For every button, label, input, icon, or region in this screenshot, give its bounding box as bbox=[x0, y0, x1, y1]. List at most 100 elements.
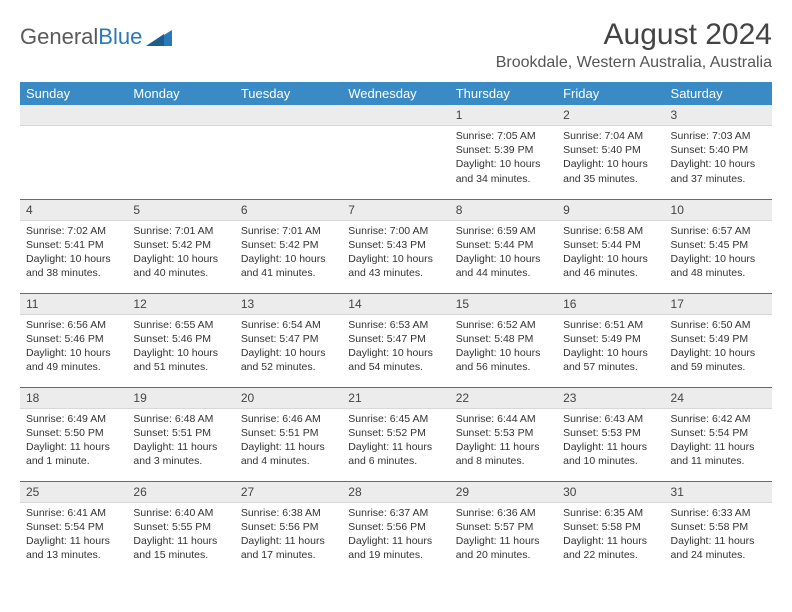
day-number: 17 bbox=[665, 294, 772, 315]
day-details: Sunrise: 6:36 AMSunset: 5:57 PMDaylight:… bbox=[450, 503, 557, 569]
day-number: 30 bbox=[557, 482, 664, 503]
sunset-text: Sunset: 5:54 PM bbox=[26, 520, 121, 534]
sunset-text: Sunset: 5:54 PM bbox=[671, 426, 766, 440]
sunrise-text: Sunrise: 6:44 AM bbox=[456, 412, 551, 426]
calendar-day-cell: 18Sunrise: 6:49 AMSunset: 5:50 PMDayligh… bbox=[20, 387, 127, 481]
day-details bbox=[342, 126, 449, 135]
sunset-text: Sunset: 5:46 PM bbox=[133, 332, 228, 346]
day-details: Sunrise: 6:35 AMSunset: 5:58 PMDaylight:… bbox=[557, 503, 664, 569]
calendar-week-row: 25Sunrise: 6:41 AMSunset: 5:54 PMDayligh… bbox=[20, 481, 772, 575]
sunset-text: Sunset: 5:53 PM bbox=[563, 426, 658, 440]
sunrise-text: Sunrise: 7:05 AM bbox=[456, 129, 551, 143]
calendar-week-row: 18Sunrise: 6:49 AMSunset: 5:50 PMDayligh… bbox=[20, 387, 772, 481]
sunset-text: Sunset: 5:47 PM bbox=[348, 332, 443, 346]
day-details: Sunrise: 7:03 AMSunset: 5:40 PMDaylight:… bbox=[665, 126, 772, 192]
sunset-text: Sunset: 5:58 PM bbox=[671, 520, 766, 534]
calendar-day-cell: 5Sunrise: 7:01 AMSunset: 5:42 PMDaylight… bbox=[127, 199, 234, 293]
day-details bbox=[235, 126, 342, 135]
sunset-text: Sunset: 5:51 PM bbox=[241, 426, 336, 440]
daylight-text: Daylight: 10 hours and 38 minutes. bbox=[26, 252, 121, 280]
calendar-day-cell: 3Sunrise: 7:03 AMSunset: 5:40 PMDaylight… bbox=[665, 105, 772, 199]
sunrise-text: Sunrise: 6:45 AM bbox=[348, 412, 443, 426]
day-details: Sunrise: 6:51 AMSunset: 5:49 PMDaylight:… bbox=[557, 315, 664, 381]
day-number: 11 bbox=[20, 294, 127, 315]
daylight-text: Daylight: 11 hours and 17 minutes. bbox=[241, 534, 336, 562]
sunset-text: Sunset: 5:41 PM bbox=[26, 238, 121, 252]
calendar-day-cell: 17Sunrise: 6:50 AMSunset: 5:49 PMDayligh… bbox=[665, 293, 772, 387]
location-text: Brookdale, Western Australia, Australia bbox=[496, 54, 772, 72]
daylight-text: Daylight: 10 hours and 54 minutes. bbox=[348, 346, 443, 374]
sunset-text: Sunset: 5:44 PM bbox=[563, 238, 658, 252]
sunrise-text: Sunrise: 7:01 AM bbox=[241, 224, 336, 238]
calendar-day-cell: 1Sunrise: 7:05 AMSunset: 5:39 PMDaylight… bbox=[450, 105, 557, 199]
day-number: 2 bbox=[557, 105, 664, 126]
daylight-text: Daylight: 11 hours and 3 minutes. bbox=[133, 440, 228, 468]
sunrise-text: Sunrise: 7:01 AM bbox=[133, 224, 228, 238]
sunrise-text: Sunrise: 6:48 AM bbox=[133, 412, 228, 426]
logo: GeneralBlue bbox=[20, 18, 172, 50]
sunrise-text: Sunrise: 6:54 AM bbox=[241, 318, 336, 332]
sunset-text: Sunset: 5:42 PM bbox=[241, 238, 336, 252]
weekday-header: Wednesday bbox=[342, 82, 449, 105]
calendar-day-cell: 23Sunrise: 6:43 AMSunset: 5:53 PMDayligh… bbox=[557, 387, 664, 481]
sunset-text: Sunset: 5:42 PM bbox=[133, 238, 228, 252]
calendar-table: Sunday Monday Tuesday Wednesday Thursday… bbox=[20, 82, 772, 575]
sunrise-text: Sunrise: 6:56 AM bbox=[26, 318, 121, 332]
calendar-day-cell: 24Sunrise: 6:42 AMSunset: 5:54 PMDayligh… bbox=[665, 387, 772, 481]
sunrise-text: Sunrise: 6:43 AM bbox=[563, 412, 658, 426]
daylight-text: Daylight: 10 hours and 34 minutes. bbox=[456, 157, 551, 185]
daylight-text: Daylight: 10 hours and 41 minutes. bbox=[241, 252, 336, 280]
day-number: 25 bbox=[20, 482, 127, 503]
day-details: Sunrise: 6:58 AMSunset: 5:44 PMDaylight:… bbox=[557, 221, 664, 287]
day-number: 18 bbox=[20, 388, 127, 409]
sunrise-text: Sunrise: 6:42 AM bbox=[671, 412, 766, 426]
day-details bbox=[127, 126, 234, 135]
day-details: Sunrise: 6:45 AMSunset: 5:52 PMDaylight:… bbox=[342, 409, 449, 475]
calendar-day-cell: 27Sunrise: 6:38 AMSunset: 5:56 PMDayligh… bbox=[235, 481, 342, 575]
day-details: Sunrise: 7:05 AMSunset: 5:39 PMDaylight:… bbox=[450, 126, 557, 192]
day-number: 13 bbox=[235, 294, 342, 315]
calendar-day-cell: 28Sunrise: 6:37 AMSunset: 5:56 PMDayligh… bbox=[342, 481, 449, 575]
day-number: 4 bbox=[20, 200, 127, 221]
day-details: Sunrise: 7:00 AMSunset: 5:43 PMDaylight:… bbox=[342, 221, 449, 287]
day-details: Sunrise: 6:53 AMSunset: 5:47 PMDaylight:… bbox=[342, 315, 449, 381]
calendar-day-cell: 22Sunrise: 6:44 AMSunset: 5:53 PMDayligh… bbox=[450, 387, 557, 481]
sunrise-text: Sunrise: 6:55 AM bbox=[133, 318, 228, 332]
day-details: Sunrise: 6:48 AMSunset: 5:51 PMDaylight:… bbox=[127, 409, 234, 475]
sunrise-text: Sunrise: 6:59 AM bbox=[456, 224, 551, 238]
day-details: Sunrise: 6:59 AMSunset: 5:44 PMDaylight:… bbox=[450, 221, 557, 287]
calendar-day-cell: 15Sunrise: 6:52 AMSunset: 5:48 PMDayligh… bbox=[450, 293, 557, 387]
daylight-text: Daylight: 11 hours and 10 minutes. bbox=[563, 440, 658, 468]
sunrise-text: Sunrise: 6:35 AM bbox=[563, 506, 658, 520]
sunset-text: Sunset: 5:48 PM bbox=[456, 332, 551, 346]
sunrise-text: Sunrise: 6:49 AM bbox=[26, 412, 121, 426]
calendar-day-cell: 4Sunrise: 7:02 AMSunset: 5:41 PMDaylight… bbox=[20, 199, 127, 293]
daylight-text: Daylight: 11 hours and 15 minutes. bbox=[133, 534, 228, 562]
weekday-header: Sunday bbox=[20, 82, 127, 105]
weekday-header: Friday bbox=[557, 82, 664, 105]
day-number: 5 bbox=[127, 200, 234, 221]
daylight-text: Daylight: 10 hours and 48 minutes. bbox=[671, 252, 766, 280]
day-number: 29 bbox=[450, 482, 557, 503]
sunset-text: Sunset: 5:53 PM bbox=[456, 426, 551, 440]
sunset-text: Sunset: 5:46 PM bbox=[26, 332, 121, 346]
month-title: August 2024 bbox=[496, 18, 772, 52]
day-number: 15 bbox=[450, 294, 557, 315]
weekday-header-row: Sunday Monday Tuesday Wednesday Thursday… bbox=[20, 82, 772, 105]
title-block: August 2024 Brookdale, Western Australia… bbox=[496, 18, 772, 72]
daylight-text: Daylight: 10 hours and 43 minutes. bbox=[348, 252, 443, 280]
logo-text-blue: Blue bbox=[98, 24, 142, 50]
daylight-text: Daylight: 11 hours and 4 minutes. bbox=[241, 440, 336, 468]
day-number: 6 bbox=[235, 200, 342, 221]
sunset-text: Sunset: 5:43 PM bbox=[348, 238, 443, 252]
day-number: 3 bbox=[665, 105, 772, 126]
day-details: Sunrise: 6:37 AMSunset: 5:56 PMDaylight:… bbox=[342, 503, 449, 569]
calendar-day-cell: 12Sunrise: 6:55 AMSunset: 5:46 PMDayligh… bbox=[127, 293, 234, 387]
daylight-text: Daylight: 10 hours and 59 minutes. bbox=[671, 346, 766, 374]
day-number: 26 bbox=[127, 482, 234, 503]
day-details: Sunrise: 6:57 AMSunset: 5:45 PMDaylight:… bbox=[665, 221, 772, 287]
calendar-day-cell: 20Sunrise: 6:46 AMSunset: 5:51 PMDayligh… bbox=[235, 387, 342, 481]
calendar-day-cell: 19Sunrise: 6:48 AMSunset: 5:51 PMDayligh… bbox=[127, 387, 234, 481]
calendar-day-cell: 16Sunrise: 6:51 AMSunset: 5:49 PMDayligh… bbox=[557, 293, 664, 387]
calendar-day-cell: 2Sunrise: 7:04 AMSunset: 5:40 PMDaylight… bbox=[557, 105, 664, 199]
